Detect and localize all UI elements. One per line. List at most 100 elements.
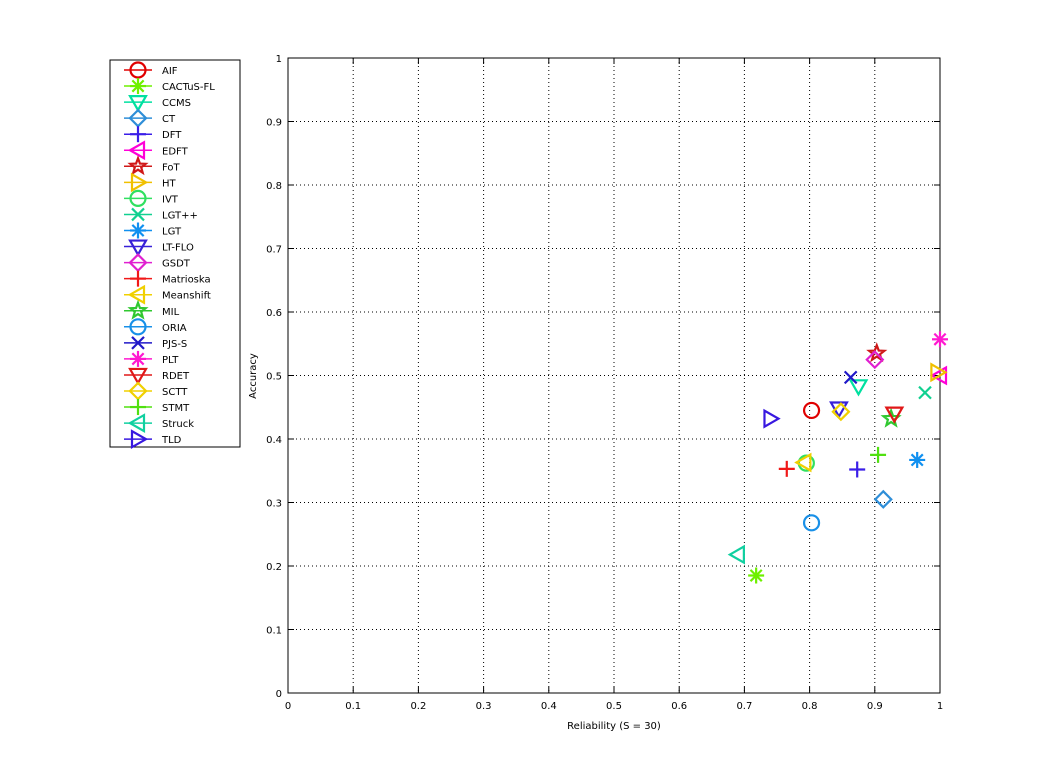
y-tick-label: 0.4 [266,435,282,446]
legend-item: TLD [124,429,182,450]
legend: AIF CACTuS-FL CCMS CT DFT EDFT FoT HT IVT LGT++ LG… [109,59,241,450]
legend-item: Meanshift [124,284,211,305]
legend-label: Matrioska [162,275,211,286]
y-tick-label: 0.5 [266,372,282,383]
legend-marker [129,61,147,79]
x-tick-label: 0.5 [606,701,622,712]
legend-marker [128,381,148,401]
legend-label: LGT++ [162,210,198,221]
legend-label: FoT [162,162,181,173]
legend-item: ORIA [124,318,187,336]
legend-label: Meanshift [162,291,211,302]
legend-item: SCTT [124,381,188,401]
legend-marker [130,399,146,416]
legend-marker [127,413,146,433]
grid-lines [288,58,940,693]
legend-marker [127,284,146,305]
legend-marker [130,126,146,143]
legend-item: LGT [124,222,182,239]
legend-item: STMT [124,399,190,416]
y-tick-label: 0.9 [266,118,282,129]
x-tick-label: 0.8 [802,701,818,712]
data-point [932,331,948,348]
legend-item: CCMS [124,94,191,113]
legend-item: AIF [124,61,178,79]
legend-item: LT-FLO [124,239,194,257]
data-point [843,370,858,385]
x-tick-label: 0.3 [476,701,492,712]
data-point [909,451,926,468]
data-point [870,446,887,463]
legend-marker [130,172,149,193]
legend-item: EDFT [124,140,189,161]
y-axis-label: Accuracy [248,353,259,399]
legend-label: IVT [162,194,179,205]
y-tick-label: 1 [276,54,282,65]
x-tick-label: 0 [285,701,291,712]
legend-marker [127,155,149,176]
legend-label: EDFT [162,146,189,157]
legend-item: GSDT [124,253,191,273]
legend-item: FoT [124,155,181,176]
y-axis-ticks: 0 0.1 0.2 0.3 0.4 0.5 0.6 0.7 0.8 0.9 1 [266,54,940,700]
data-point [884,406,905,424]
legend-item: PJS-S [124,336,187,350]
legend-marker [128,108,148,128]
legend-item: PLT [124,350,179,367]
x-tick-label: 0.9 [867,701,883,712]
x-tick-label: 1 [937,701,943,712]
legend-item: Struck [124,413,194,433]
data-point [930,362,948,383]
data-point [727,544,745,565]
legend-marker [128,239,148,257]
legend-item: HT [124,172,177,193]
legend-label: Struck [162,419,194,430]
legend-label: DFT [162,130,182,141]
legend-label: LGT [162,227,182,238]
x-axis-ticks: 0 0.1 0.2 0.3 0.4 0.5 0.6 0.7 0.8 0.9 1 [285,58,943,712]
x-axis-label: Reliability (S = 30) [567,721,661,732]
legend-label: CCMS [162,98,191,109]
y-tick-label: 0 [276,689,282,700]
y-tick-label: 0.3 [266,499,282,510]
x-tick-label: 0.2 [410,701,426,712]
legend-marker [130,222,146,239]
data-points [727,331,948,584]
y-tick-label: 0.8 [266,181,282,192]
legend-marker [130,429,149,450]
x-tick-label: 0.1 [345,701,361,712]
data-point [849,461,866,478]
y-tick-label: 0.1 [266,626,282,637]
legend-label: HT [162,178,177,189]
legend-item: CACTuS-FL [124,78,215,95]
legend-marker [128,94,148,113]
legend-marker [130,78,146,95]
legend-label: CT [162,114,176,125]
legend-marker [130,270,146,287]
legend-marker [127,299,149,320]
legend-item: DFT [124,126,182,143]
data-point [778,460,795,477]
x-tick-label: 0.4 [541,701,557,712]
legend-label: STMT [162,403,190,414]
legend-label: RDET [162,371,190,382]
legend-marker [131,207,145,222]
legend-item: RDET [124,367,190,386]
legend-label: TLD [161,435,182,446]
legend-item: CT [124,108,176,128]
legend-label: PLT [162,355,179,366]
data-point [794,452,812,473]
legend-label: GSDT [162,259,191,270]
legend-item: LGT++ [124,207,198,222]
data-point [929,365,948,386]
legend-marker [131,336,145,350]
legend-box [109,59,241,448]
data-point [848,379,869,397]
data-point [831,402,851,422]
legend-label: ORIA [162,323,187,334]
y-tick-label: 0.6 [266,308,282,319]
data-point [802,514,821,532]
legend-marker [127,140,146,161]
data-point [802,401,821,420]
